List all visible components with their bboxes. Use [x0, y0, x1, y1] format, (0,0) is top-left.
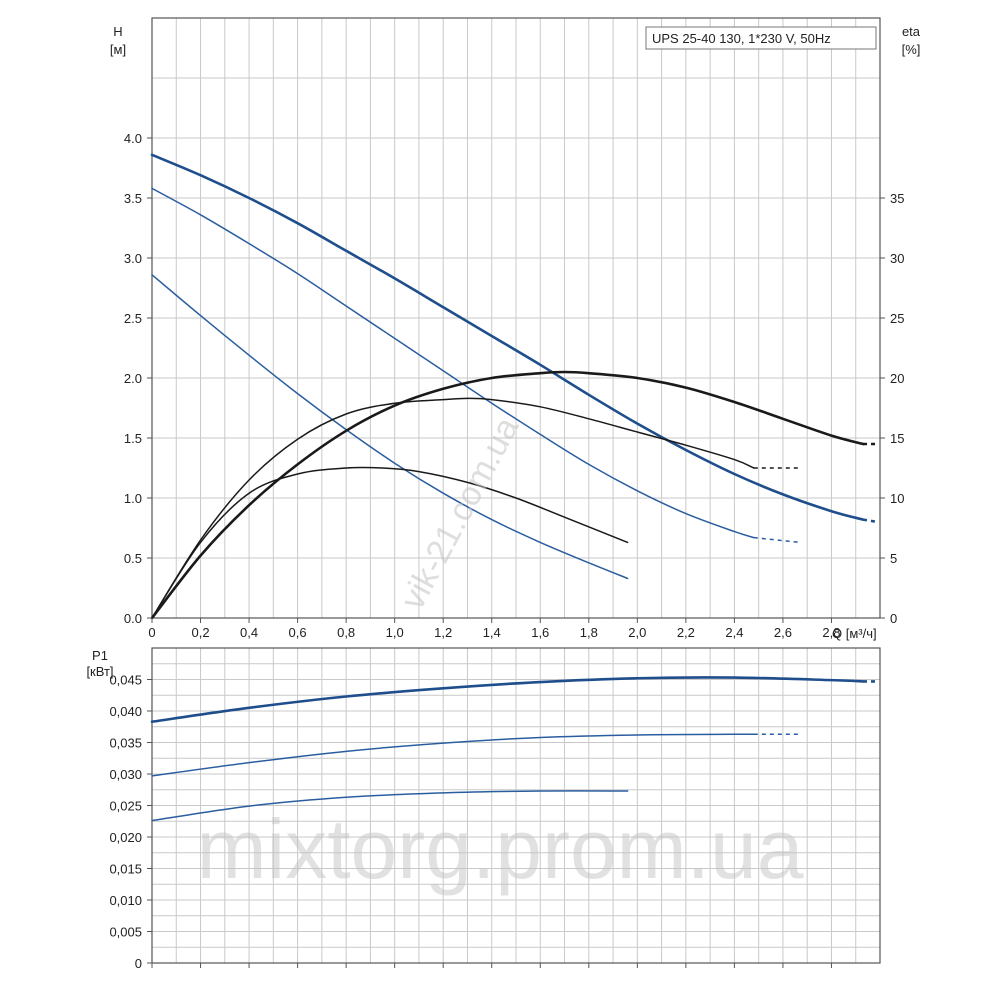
power-tick-label: 0 [135, 956, 142, 971]
power-axis-unit: [кВт] [86, 664, 113, 679]
power-tick-label: 0,020 [109, 830, 142, 845]
power-tick-label: 0,010 [109, 893, 142, 908]
x-tick-label: 1,0 [386, 625, 404, 640]
y2-tick-label: 20 [890, 371, 904, 386]
eta-curve-speed-3 [150, 370, 865, 620]
y2-axis-label: eta [902, 24, 921, 39]
power-tick-label: 0,040 [109, 704, 142, 719]
power-tick-label: 0,005 [109, 925, 142, 940]
eta-curve-speed-1 [151, 466, 629, 619]
top-y2-ticks: 0 5 10 15 20 25 30 35 [880, 191, 904, 626]
watermark-diagonal: vik-21.com.ua [394, 411, 527, 616]
y-tick-label: 1.5 [124, 431, 142, 446]
y2-tick-label: 30 [890, 251, 904, 266]
x-tick-label: 2,0 [628, 625, 646, 640]
head-curve-speed-2-extension [753, 536, 800, 544]
x-axis-label: Q [м³/ч] [832, 626, 877, 641]
x-tick-label: 0,8 [337, 625, 355, 640]
power-curve-speed-1 [151, 790, 629, 822]
x-tick-label: 1,2 [434, 625, 452, 640]
power-tick-label: 0,030 [109, 767, 142, 782]
power-axis-label: P1 [92, 648, 108, 663]
y-tick-label: 3.5 [124, 191, 142, 206]
x-tick-label: 2,2 [677, 625, 695, 640]
y-axis-unit: [м] [110, 42, 126, 57]
y2-axis-unit: [%] [902, 42, 921, 57]
power-tick-label: 0,025 [109, 799, 142, 814]
eta-curve-speed-2 [151, 397, 755, 619]
power-tick-label: 0,045 [109, 673, 142, 688]
x-tick-label: 1,4 [483, 625, 501, 640]
y-axis-label: H [113, 24, 122, 39]
x-tick-label: 1,8 [580, 625, 598, 640]
top-y-ticks: 0.0 0.5 1.0 1.5 2.0 2.5 3.0 3.5 4.0 [124, 131, 152, 626]
head-curve-speed-2 [151, 187, 755, 539]
y2-tick-label: 35 [890, 191, 904, 206]
head-curve-speed-3-extension [862, 518, 878, 524]
y2-tick-label: 0 [890, 611, 897, 626]
chart-title: UPS 25-40 130, 1*230 V, 50Hz [652, 31, 831, 46]
top-curves [150, 153, 878, 620]
x-tick-label: 2,4 [725, 625, 743, 640]
y2-tick-label: 25 [890, 311, 904, 326]
watermark-bottom: mixtorg.prom.ua [197, 802, 804, 896]
power-tick-label: 0,015 [109, 862, 142, 877]
y-tick-label: 0.0 [124, 611, 142, 626]
y2-tick-label: 5 [890, 551, 897, 566]
x-tick-label: 0,6 [289, 625, 307, 640]
x-tick-label: 0,2 [191, 625, 209, 640]
y-tick-label: 3.0 [124, 251, 142, 266]
head-curve-speed-1 [151, 274, 629, 580]
bottom-curves [150, 676, 878, 822]
head-curve-speed-3 [150, 153, 865, 521]
power-curve-speed-2 [151, 733, 755, 777]
bottom-y-ticks: 0 0,005 0,010 0,015 0,020 0,025 0,030 0,035 0,04… [109, 673, 152, 971]
x-tick-label: 0,4 [240, 625, 258, 640]
x-tick-label: 0 [148, 625, 155, 640]
y2-tick-label: 15 [890, 431, 904, 446]
x-tick-label: 2,6 [774, 625, 792, 640]
x-tick-label: 1,6 [531, 625, 549, 640]
y2-tick-label: 10 [890, 491, 904, 506]
y-tick-label: 0.5 [124, 551, 142, 566]
top-x-ticks: 0 0,2 0,4 0,6 0,8 1,0 1,2 1,4 1,6 1,8 2,0 2,2 2,4 2,6… [148, 618, 841, 968]
title-box [645, 26, 877, 50]
y-tick-label: 1.0 [124, 491, 142, 506]
y-tick-label: 2.5 [124, 311, 142, 326]
power-tick-label: 0,035 [109, 736, 142, 751]
bottom-grid [152, 648, 880, 963]
power-curve-speed-3 [150, 676, 865, 724]
y-tick-label: 2.0 [124, 371, 142, 386]
x-tick-label: 2,8 [822, 625, 840, 640]
top-grid [152, 18, 880, 618]
y-tick-label: 4.0 [124, 131, 142, 146]
